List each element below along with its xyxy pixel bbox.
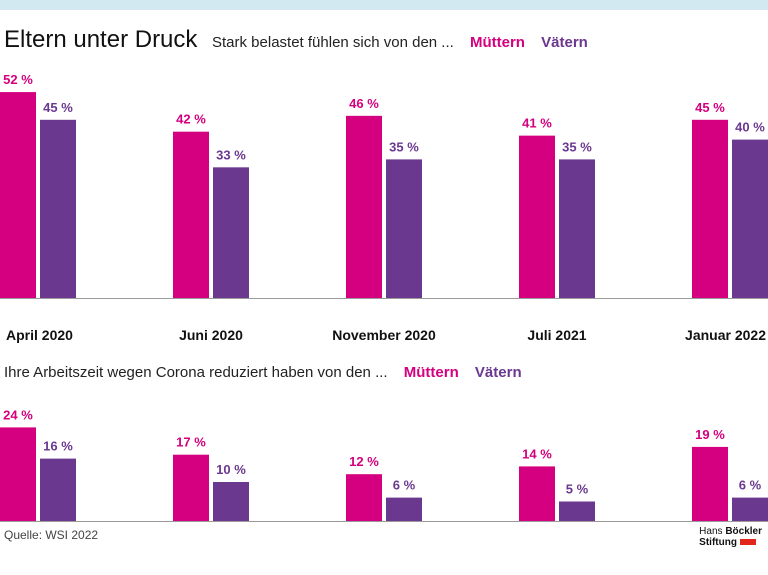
chart2-bar-muetter-2 [173, 454, 209, 521]
chart2-bar-vaeter-5 [732, 497, 768, 521]
chart1-bar-vaeter-2 [213, 167, 249, 298]
logo-word-hans: Hans [699, 526, 723, 537]
chart2-bar-muetter-1 [0, 427, 36, 521]
chart1-value-label-vaeter-1: 45 % [43, 100, 73, 115]
chart1-bar-muetter-1 [0, 92, 36, 298]
chart2-value-label-vaeter-2: 10 % [216, 462, 246, 477]
chart1-bar-vaeter-4 [559, 159, 595, 298]
chart2-value-label-muetter-1: 24 % [3, 407, 33, 422]
chart1-bar-muetter-4 [519, 135, 555, 298]
chart1-value-label-muetter-5: 45 % [695, 100, 725, 115]
logo-mark-icon [739, 539, 756, 546]
chart1-value-label-muetter-1: 52 % [3, 72, 33, 87]
logo-word-stiftung: Stiftung [699, 537, 737, 548]
chart2-bar-vaeter-3 [386, 497, 422, 521]
chart1-bar-vaeter-5 [732, 139, 768, 298]
chart2-legend-vaeter: Vätern [474, 364, 522, 381]
hans-boeckler-stiftung-logo: Hans Böckler Stiftung [699, 526, 762, 548]
chart1-value-label-vaeter-2: 33 % [216, 147, 246, 162]
chart1-bar-vaeter-3 [386, 159, 422, 298]
chart2-value-label-vaeter-1: 16 % [43, 439, 73, 454]
chart1-legend-muetter: Müttern [469, 34, 525, 51]
category-label-4: Juli 2021 [527, 327, 586, 343]
category-label-1: April 2020 [6, 327, 73, 343]
chart2-bar-muetter-3 [346, 474, 382, 521]
chart2-value-label-muetter-2: 17 % [176, 435, 206, 450]
chart1-bar-muetter-2 [173, 131, 209, 298]
chart2-bar-muetter-4 [519, 466, 555, 521]
chart2-value-label-muetter-5: 19 % [695, 427, 725, 442]
top-accent-bar [0, 0, 768, 10]
chart1-value-label-muetter-3: 46 % [349, 96, 379, 111]
category-label-5: Januar 2022 [685, 327, 766, 343]
chart1-legend-vaeter: Vätern [541, 34, 588, 51]
chart2-bar-vaeter-1 [40, 458, 76, 521]
chart1-bar-muetter-3 [346, 115, 382, 298]
chart2-subtitle-text: Ihre Arbeitszeit wegen Corona reduziert … [4, 364, 388, 381]
chart1-bar-vaeter-1 [40, 119, 76, 298]
page-title: Eltern unter Druck [4, 26, 198, 53]
chart2-bar-muetter-5 [692, 446, 728, 521]
chart2-bar-vaeter-2 [213, 482, 249, 521]
logo-word-boeckler: Böckler [725, 526, 762, 537]
chart1-subtitle: Stark belastet fühlen sich von den ... M… [212, 34, 588, 51]
source-note: Quelle: WSI 2022 [4, 528, 99, 542]
chart1-value-label-vaeter-5: 40 % [735, 120, 765, 135]
chart2-value-label-vaeter-5: 6 % [739, 478, 762, 493]
chart1-subtitle-text: Stark belastet fühlen sich von den ... [212, 34, 454, 51]
chart1-value-label-muetter-2: 42 % [176, 112, 206, 127]
chart2-legend-muetter: Müttern [403, 364, 459, 381]
chart2-value-label-muetter-4: 14 % [522, 446, 552, 461]
chart1-bar-muetter-5 [692, 119, 728, 298]
chart2-value-label-muetter-3: 12 % [349, 454, 379, 469]
chart1-value-label-muetter-4: 41 % [522, 116, 552, 131]
category-label-3: November 2020 [332, 327, 436, 343]
chart1-value-label-vaeter-3: 35 % [389, 139, 419, 154]
chart2-subtitle: Ihre Arbeitszeit wegen Corona reduziert … [4, 364, 522, 381]
category-label-2: Juni 2020 [179, 327, 243, 343]
chart1-value-label-vaeter-4: 35 % [562, 139, 592, 154]
chart2-value-label-vaeter-3: 6 % [393, 478, 416, 493]
chart2-value-label-vaeter-4: 5 % [566, 482, 589, 497]
chart2-bar-vaeter-4 [559, 501, 595, 521]
